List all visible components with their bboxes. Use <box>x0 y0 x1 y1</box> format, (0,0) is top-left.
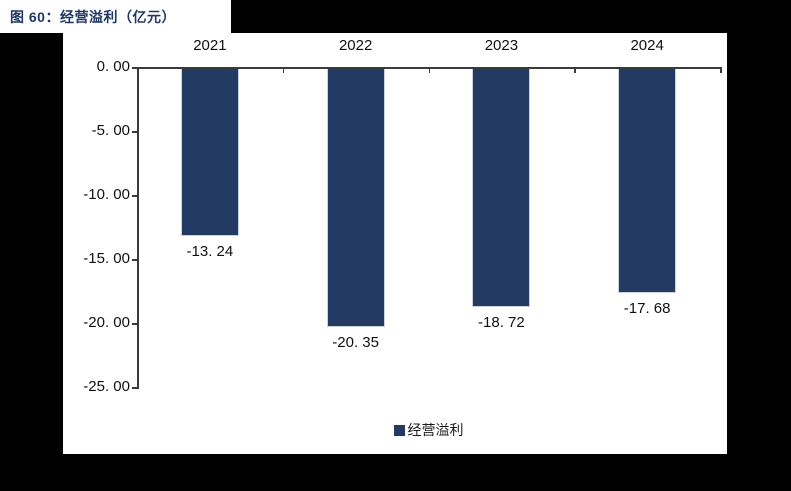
y-axis-tick <box>132 323 137 325</box>
legend-swatch-icon <box>393 424 405 436</box>
bar-value-label: -18. 72 <box>478 313 525 331</box>
x-axis-label: 2022 <box>338 37 373 54</box>
x-axis-tick <box>428 67 430 73</box>
x-axis-label: 2024 <box>630 37 664 54</box>
bar-value-label: -13. 24 <box>186 243 234 261</box>
y-axis-label: -25. 00 <box>83 378 130 395</box>
bar-2023 <box>472 67 531 307</box>
y-axis-line <box>137 67 139 389</box>
x-axis-tick <box>720 67 722 73</box>
figure-title: 图 60：经营溢利（亿元） <box>10 8 176 25</box>
y-axis-tick <box>132 67 137 69</box>
bar-value-label: -17. 68 <box>623 300 671 318</box>
y-axis-label: -5. 00 <box>91 122 130 139</box>
y-axis-label: -20. 00 <box>83 314 130 331</box>
x-axis-tick <box>282 67 285 73</box>
y-axis-label: 0. 00 <box>96 58 130 75</box>
y-axis-label: -10. 00 <box>83 186 130 203</box>
y-axis-tick <box>132 387 137 389</box>
y-axis-label: -15. 00 <box>83 250 130 267</box>
bar-2022 <box>326 67 385 328</box>
x-axis-tick <box>574 67 576 73</box>
y-axis-tick <box>132 195 137 197</box>
bar-value-label: -20. 35 <box>332 334 379 352</box>
y-axis-tick <box>132 131 137 133</box>
bar-2021 <box>180 67 239 237</box>
legend-label: 经营溢利 <box>407 422 464 438</box>
x-axis-label: 2021 <box>193 37 227 54</box>
x-axis-label: 2023 <box>484 37 519 54</box>
chart-legend: 经营溢利 <box>137 420 720 440</box>
y-axis-tick <box>132 259 137 261</box>
bar-chart: 经营溢利 -13. 24 2021 -20. 35 2022 -18. 72 2023 -1… <box>63 33 727 454</box>
figure-title-block: 图 60：经营溢利（亿元） <box>0 0 231 33</box>
bar-2024 <box>618 67 677 294</box>
